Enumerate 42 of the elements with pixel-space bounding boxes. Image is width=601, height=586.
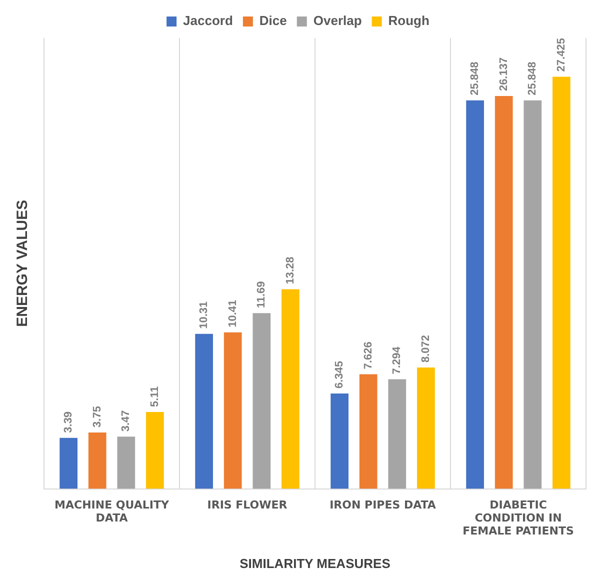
data-label: 5.11 bbox=[148, 386, 161, 408]
bar bbox=[282, 289, 300, 489]
bar bbox=[330, 393, 348, 489]
legend-label: Jaccord bbox=[183, 13, 233, 28]
data-label: 7.626 bbox=[362, 342, 374, 370]
x-tick-label: MACHINE QUALITY DATA bbox=[54, 498, 170, 524]
x-tick-label: IRIS FLOWER bbox=[207, 498, 288, 512]
bar bbox=[494, 96, 513, 489]
bar bbox=[117, 436, 136, 489]
bar bbox=[388, 379, 406, 489]
data-label: 7.294 bbox=[391, 346, 404, 374]
data-label: 6.345 bbox=[334, 360, 346, 388]
bar bbox=[195, 334, 213, 489]
data-label: 8.072 bbox=[420, 334, 432, 363]
data-label: 3.75 bbox=[91, 406, 104, 428]
bar bbox=[88, 432, 106, 489]
y-axis-title: ENERGY VALUES bbox=[14, 200, 32, 327]
data-label: 10.41 bbox=[226, 300, 239, 328]
bar bbox=[252, 313, 271, 489]
data-label: 26.137 bbox=[498, 57, 510, 92]
data-label: 10.31 bbox=[198, 301, 210, 329]
data-label: 25.848 bbox=[526, 62, 539, 96]
data-label: 3.39 bbox=[62, 411, 75, 433]
bar bbox=[224, 332, 242, 489]
legend-label: Dice bbox=[259, 13, 287, 28]
x-tick-label: IRON PIPES DATA bbox=[330, 498, 436, 512]
x-tick-label: DIABETIC CONDITION IN FEMALE PATIENTS bbox=[462, 498, 574, 538]
bar bbox=[417, 368, 435, 489]
bar bbox=[552, 76, 570, 489]
data-label: 25.848 bbox=[469, 62, 482, 96]
legend-label: Overlap bbox=[313, 13, 362, 28]
data-label: 3.47 bbox=[120, 410, 132, 432]
x-axis-title: SIMILARITY MEASURES bbox=[240, 556, 391, 571]
bar bbox=[146, 412, 164, 489]
bar bbox=[466, 100, 484, 489]
legend-label: Rough bbox=[388, 13, 430, 28]
bar bbox=[60, 438, 78, 489]
data-label: 27.425 bbox=[555, 38, 568, 72]
data-label: 13.28 bbox=[284, 256, 296, 284]
bar bbox=[524, 100, 542, 489]
bar bbox=[359, 374, 378, 489]
data-label: 11.69 bbox=[256, 281, 268, 308]
